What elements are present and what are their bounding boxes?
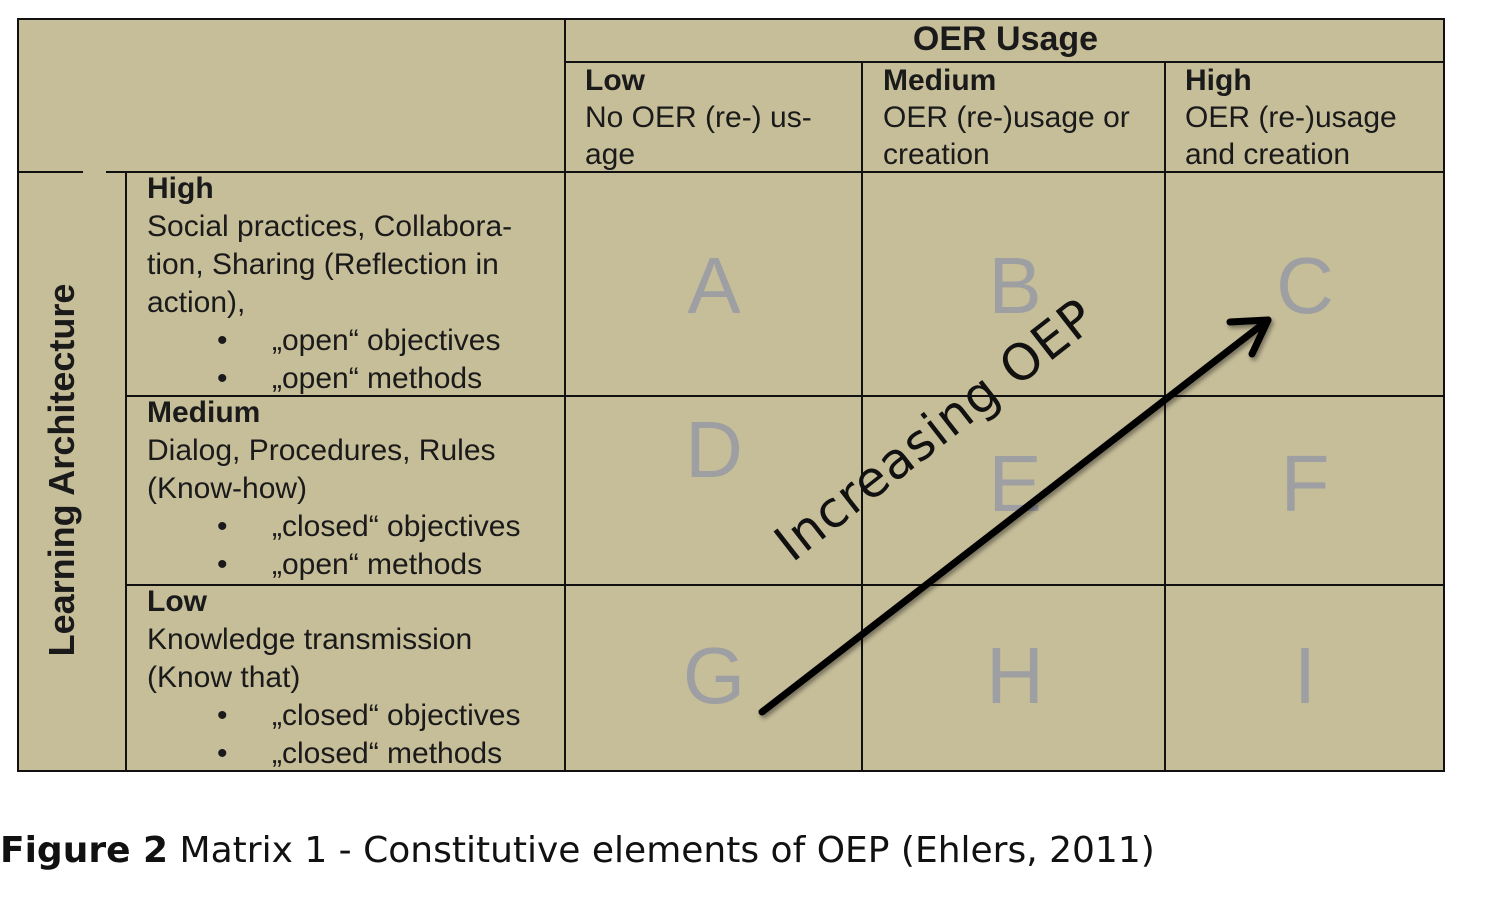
grid-line [125,395,1445,397]
bullet-item: „open“ objectives [217,322,552,360]
column-header-low: Low No OER (re-) us-age [585,62,840,173]
cell-letter-h: H [986,631,1044,720]
level-description: Knowledge transmission (Know that) [147,623,473,694]
level-label: Low [147,585,207,618]
level-description: Social practices, Collabora-tion, Sharin… [147,210,513,319]
cell-letter-f: F [1280,439,1330,528]
grid-line [564,61,1445,63]
grid-line [125,172,127,772]
bullet-item: „closed“ objectives [217,697,552,735]
column-axis-title: OER Usage [912,20,1099,58]
bullet-item: „open“ methods [217,546,552,584]
cell-letter-i: I [1293,631,1317,720]
row-header-high: High Social practices, Collabora-tion, S… [147,170,552,398]
cell-letter-c: C [1276,241,1334,330]
grid-line [17,171,83,173]
column-header-medium: Medium OER (re-)usage or creation [883,62,1153,173]
grid-line [861,62,863,772]
level-label: High [147,172,214,205]
bullet-item: „closed“ methods [217,735,552,773]
grid-line [1164,62,1166,772]
caption-label: Figure 2 [0,830,169,871]
bullet-item: „open“ methods [217,360,552,398]
cell-letter-d: D [685,405,743,494]
level-label: Medium [147,396,261,429]
level-label: Low [585,64,645,97]
grid-line [106,171,1445,173]
cell-letter-a: A [687,241,741,330]
level-label: Medium [883,64,997,97]
cell-letter-b: B [988,241,1042,330]
level-description: OER (re-)usage and creation [1185,101,1397,171]
row-header-medium: Medium Dialog, Procedures, Rules (Know-h… [147,394,552,584]
bullet-item: „closed“ objectives [217,508,552,546]
caption-text: Matrix 1 - Constitutive elements of OEP … [168,830,1155,871]
cell-letter-g: G [682,631,746,720]
figure-caption: Figure 2 Matrix 1 - Constitutive element… [0,830,1155,871]
column-header-high: High OER (re-)usage and creation [1185,62,1425,173]
level-description: No OER (re-) us-age [585,101,812,171]
level-description: Dialog, Procedures, Rules (Know-how) [147,434,496,505]
row-header-low: Low Knowledge transmission (Know that) „… [147,583,552,773]
level-description: OER (re-)usage or creation [883,101,1130,171]
level-label: High [1185,64,1252,97]
grid-line [125,584,1445,586]
